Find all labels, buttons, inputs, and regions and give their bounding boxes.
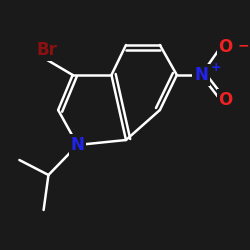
Text: +: + bbox=[211, 61, 222, 74]
Text: Br: Br bbox=[36, 41, 57, 59]
Text: N: N bbox=[194, 66, 208, 84]
Text: N: N bbox=[70, 136, 85, 154]
Text: −: − bbox=[238, 38, 249, 52]
Text: O: O bbox=[218, 38, 232, 56]
Text: O: O bbox=[218, 91, 232, 109]
